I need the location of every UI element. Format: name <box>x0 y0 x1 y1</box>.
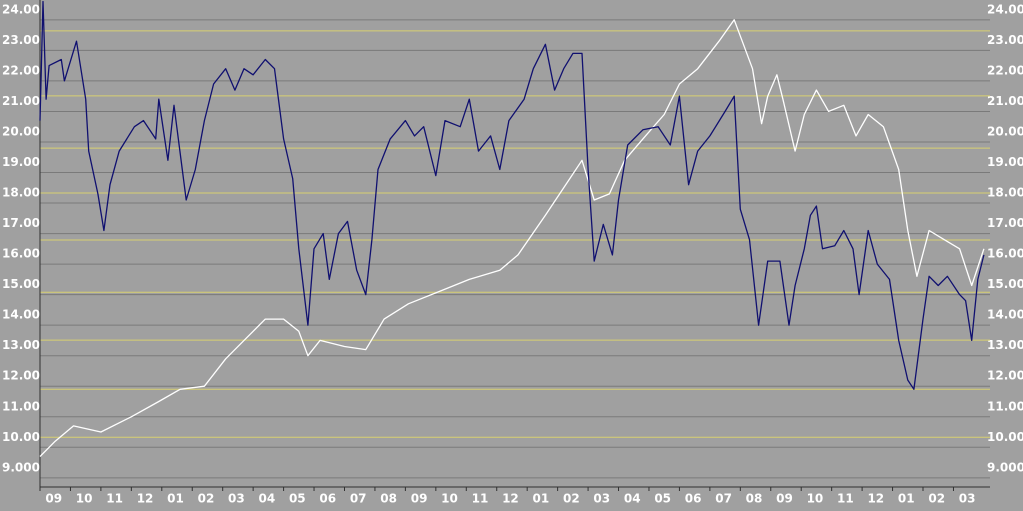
y-tick-label: 15.00 <box>2 277 40 291</box>
x-tick-label: 02 <box>928 492 945 506</box>
x-tick-label: 06 <box>685 492 702 506</box>
x-tick-label: 11 <box>106 492 123 506</box>
y-tick-label-right: 13.00 <box>987 338 1023 352</box>
x-tick-label: 12 <box>867 492 884 506</box>
y-tick-label: 14.00 <box>2 308 40 322</box>
x-tick-label: 03 <box>959 492 976 506</box>
x-tick-label: 01 <box>533 492 550 506</box>
x-tick-label: 11 <box>472 492 489 506</box>
x-tick-label: 07 <box>350 492 367 506</box>
y-tick-label: 9.000 <box>2 460 40 474</box>
x-tick-label: 05 <box>654 492 671 506</box>
y-tick-label: 13.00 <box>2 338 40 352</box>
y-tick-label: 11.00 <box>2 399 40 413</box>
y-tick-label-right: 23.00 <box>987 33 1023 47</box>
y-tick-label: 12.00 <box>2 369 40 383</box>
y-tick-label-right: 14.00 <box>987 308 1023 322</box>
y-tick-label: 18.00 <box>2 186 40 200</box>
y-tick-label: 21.00 <box>2 94 40 108</box>
y-tick-label-right: 15.00 <box>987 277 1023 291</box>
y-tick-label: 23.00 <box>2 33 40 47</box>
y-tick-label-right: 17.00 <box>987 216 1023 230</box>
x-tick-label: 10 <box>441 492 458 506</box>
y-tick-label-right: 16.00 <box>987 247 1023 261</box>
x-tick-label: 01 <box>898 492 915 506</box>
x-tick-label: 10 <box>76 492 93 506</box>
x-tick-label: 04 <box>624 492 641 506</box>
x-tick-label: 02 <box>198 492 215 506</box>
x-tick-label: 03 <box>228 492 245 506</box>
x-tick-label: 02 <box>563 492 580 506</box>
y-tick-label-right: 18.00 <box>987 186 1023 200</box>
y-tick-label: 19.00 <box>2 155 40 169</box>
x-tick-label: 11 <box>837 492 854 506</box>
x-tick-label: 01 <box>167 492 184 506</box>
x-tick-label: 04 <box>258 492 275 506</box>
y-tick-label-right: 24.00 <box>987 2 1023 16</box>
x-tick-label: 08 <box>746 492 763 506</box>
x-tick-label: 09 <box>45 492 62 506</box>
y-tick-label-right: 21.00 <box>987 94 1023 108</box>
x-tick-label: 03 <box>593 492 610 506</box>
x-tick-label: 10 <box>807 492 824 506</box>
y-tick-label-right: 19.00 <box>987 155 1023 169</box>
y-tick-label: 20.00 <box>2 124 40 138</box>
y-tick-label: 10.00 <box>2 430 40 444</box>
y-tick-label-right: 9.000 <box>987 460 1023 474</box>
x-tick-label: 08 <box>380 492 397 506</box>
x-tick-label: 09 <box>411 492 428 506</box>
y-tick-label-right: 20.00 <box>987 124 1023 138</box>
y-tick-label: 24.00 <box>2 2 40 16</box>
y-tick-label: 17.00 <box>2 216 40 230</box>
y-tick-label-right: 22.00 <box>987 63 1023 77</box>
y-tick-label-right: 11.00 <box>987 399 1023 413</box>
x-tick-label: 05 <box>289 492 306 506</box>
y-tick-label-right: 10.00 <box>987 430 1023 444</box>
x-tick-label: 12 <box>502 492 519 506</box>
y-tick-label-right: 12.00 <box>987 369 1023 383</box>
x-tick-label: 09 <box>776 492 793 506</box>
x-tick-label: 12 <box>137 492 154 506</box>
x-tick-label: 06 <box>319 492 336 506</box>
y-tick-label: 22.00 <box>2 63 40 77</box>
x-tick-label: 07 <box>715 492 732 506</box>
y-tick-label: 16.00 <box>2 247 40 261</box>
data-line <box>39 0 985 390</box>
